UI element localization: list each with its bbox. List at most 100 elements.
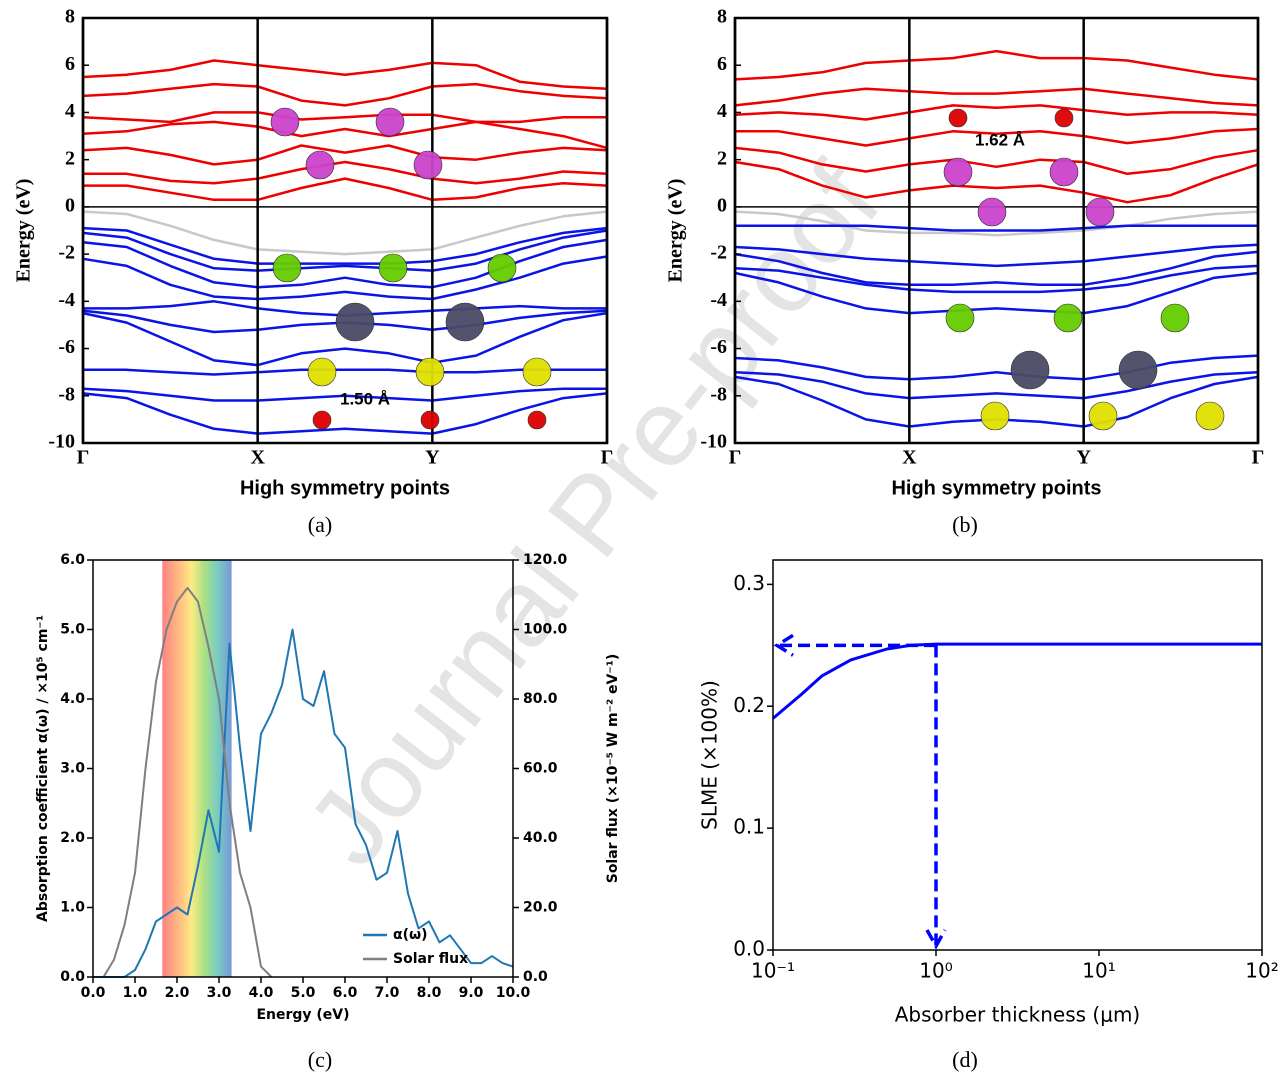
atom [305, 150, 335, 180]
caption: (d) [952, 1047, 978, 1072]
y-label: Energy (eV) [665, 179, 687, 283]
x-tick-label: X [902, 447, 917, 469]
y-tick-label: 0.3 [733, 571, 765, 595]
series-line [102, 586, 273, 978]
y-tick-label: 6 [65, 53, 75, 75]
series-line [82, 144, 608, 166]
atom [270, 107, 300, 137]
x-label: High symmetry points [240, 477, 450, 499]
series-line [735, 224, 1258, 232]
x-tick-label: 10⁰ [919, 959, 952, 983]
plot-frame [772, 559, 1263, 951]
y-tick-label: -2 [710, 242, 727, 264]
atom [945, 303, 975, 333]
atom [307, 357, 337, 387]
atom [272, 253, 302, 283]
y-tick-label: 0.0 [60, 969, 85, 985]
visible-spectrum [162, 560, 232, 977]
series-line [82, 387, 607, 402]
series-line [82, 392, 608, 435]
y-tick-label: 3.0 [60, 761, 85, 777]
atom [1010, 350, 1050, 390]
y2-label: Solar flux (×10⁻⁵ W m⁻² eV⁻¹) [605, 654, 621, 884]
atom [943, 157, 973, 187]
atom [1049, 157, 1079, 187]
legend-label: α(ω) [393, 927, 428, 943]
y-tick-label: 2.0 [60, 830, 85, 846]
legend-label: Solar flux [393, 951, 468, 967]
series-line [734, 250, 1259, 287]
series-line [82, 311, 608, 367]
x-tick-label: Y [1076, 447, 1091, 469]
y2-tick-label: 120.0 [523, 552, 568, 568]
series-line [734, 160, 1259, 204]
x-tick-label: 6.0 [333, 985, 358, 1001]
y-tick-label: 4.0 [60, 691, 85, 707]
series-line [734, 264, 1259, 294]
panel-c: 0.0 1.0 2.0 3.0 4.0 5.0 6.0 7.0 8.0 9.0 10.00.01.0… [35, 552, 621, 1023]
series-line [734, 104, 1259, 121]
y2-tick-label: 20.0 [523, 900, 558, 916]
y-label: SLME (×100%) [698, 680, 722, 830]
atom [1085, 197, 1115, 227]
atom [1195, 401, 1225, 431]
y-tick-label: 2 [717, 147, 727, 169]
y-tick-label: 8 [717, 6, 727, 28]
series-line [82, 238, 608, 289]
series-line [734, 370, 1259, 400]
series-line [83, 368, 607, 376]
x-tick-label: 0.0 [81, 985, 106, 1001]
series-line [82, 255, 608, 301]
x-tick-label: Y [425, 447, 440, 469]
y-tick-label: -8 [710, 383, 727, 405]
caption: (b) [952, 512, 978, 537]
plot-frame [81, 16, 609, 445]
y-tick-label: 1.0 [60, 900, 85, 916]
series-line [772, 642, 1262, 720]
y-tick-label: 5.0 [60, 622, 85, 638]
y-tick-label: -10 [700, 431, 727, 453]
x-label: Absorber thickness (μm) [895, 1003, 1140, 1027]
series-line [82, 111, 607, 124]
y-tick-label: -4 [710, 289, 727, 311]
x-tick-label: 9.0 [459, 985, 484, 1001]
series-line [734, 146, 1259, 176]
atom [487, 253, 517, 283]
panel-d: 10⁻¹ 10⁰ 10¹ 10² 0.0 0.1 0.2 0.3 Absorber thickn… [698, 559, 1279, 1027]
y-tick-label: 2 [65, 147, 75, 169]
y-tick-label: 6 [717, 53, 727, 75]
atom [378, 253, 408, 283]
x-tick-label: 8.0 [417, 985, 442, 1001]
atom [415, 357, 445, 387]
atom [977, 197, 1007, 227]
series-line [82, 226, 608, 265]
atom [948, 108, 968, 128]
atom [1118, 350, 1158, 390]
x-tick-label: 4.0 [249, 985, 274, 1001]
series-line [82, 120, 608, 150]
x-label: High symmetry points [891, 477, 1101, 499]
x-tick-label: 1.0 [123, 985, 148, 1001]
caption: (a) [308, 512, 332, 537]
y-tick-label: 4 [65, 100, 75, 122]
x-tick-label: 10¹ [1082, 959, 1115, 983]
y-label: Absorption coefficient α(ω) / ×10⁵ cm⁻¹ [35, 615, 51, 922]
annotation: 1.50 Å [340, 389, 390, 408]
atom [527, 410, 547, 430]
y-tick-label: -4 [58, 289, 75, 311]
atom [522, 357, 552, 387]
x-tick-label: 10⁻¹ [751, 959, 795, 983]
series-line [82, 210, 608, 256]
x-tick-label: X [250, 447, 265, 469]
y-tick-label: 6.0 [60, 552, 85, 568]
y-tick-label: 4 [717, 100, 727, 122]
series-line [82, 59, 608, 91]
y2-tick-label: 0.0 [523, 969, 548, 985]
atom [413, 150, 443, 180]
y-tick-label: -6 [58, 336, 75, 358]
series-line [83, 160, 608, 185]
annotation: 1.62 Å [975, 130, 1025, 149]
y-tick-label: 8 [65, 6, 75, 28]
y-tick-label: -2 [58, 242, 75, 264]
